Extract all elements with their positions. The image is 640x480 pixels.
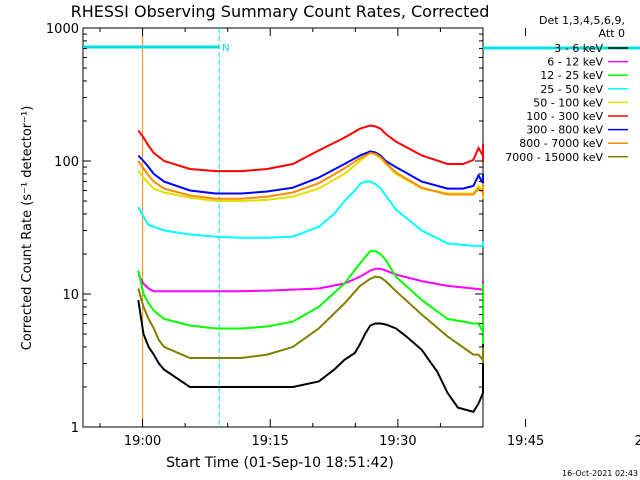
legend-label: 100 - 300 keV [526, 110, 603, 123]
ytick-label: 1 [71, 421, 79, 436]
series-line-6 [137, 150, 484, 195]
annotation-bars: NS [83, 43, 640, 54]
y-axis-label: Corrected Count Rate (s⁻¹ detector⁻¹) [20, 106, 35, 351]
series-line-0 [137, 299, 484, 413]
timestamp: 16-Oct-2021 02:43 [562, 469, 638, 478]
chart-title: RHESSI Observing Summary Count Rates, Co… [71, 2, 490, 21]
xtick-label: 19:30 [379, 434, 416, 449]
series-line-1 [137, 267, 484, 293]
xtick-label: 19:00 [124, 434, 161, 449]
annotation-label-n: N [222, 43, 229, 54]
legend-header: Att 0 [599, 27, 625, 40]
xtick-label: 19:15 [251, 434, 288, 449]
vertical-marker-lines [142, 28, 220, 427]
series-line-8 [137, 275, 484, 364]
legend-label: 3 - 6 keV [554, 42, 603, 55]
series-line-2 [137, 250, 484, 345]
xtick-label: 20:00 [634, 434, 640, 449]
series-group [137, 124, 484, 413]
axis-ticks [83, 28, 527, 428]
series-line-4 [137, 151, 484, 202]
y-tick-labels: 1 10 100 1000 [46, 22, 79, 436]
x-axis-label: Start Time (01-Sep-10 18:51:42) [166, 455, 394, 471]
ytick-label: 100 [54, 155, 79, 170]
xtick-label: 19:45 [507, 434, 544, 449]
legend-label: 12 - 25 keV [540, 69, 603, 82]
series-line-3 [137, 180, 484, 247]
legend-label: 6 - 12 keV [547, 56, 603, 69]
series-line-7 [137, 151, 484, 200]
legend-label: 800 - 7000 keV [519, 137, 603, 150]
legend-label: 7000 - 15000 keV [505, 151, 603, 164]
legend-label: 25 - 50 keV [540, 83, 603, 96]
legend-label: 50 - 100 keV [533, 96, 603, 109]
ytick-label: 10 [62, 288, 79, 303]
series-line-5 [137, 124, 484, 173]
legend-label: 300 - 800 keV [526, 124, 603, 137]
legend-header: Det 1,3,4,5,6,9, [539, 14, 625, 27]
ytick-label: 1000 [46, 22, 79, 37]
plot-frame [82, 27, 484, 428]
